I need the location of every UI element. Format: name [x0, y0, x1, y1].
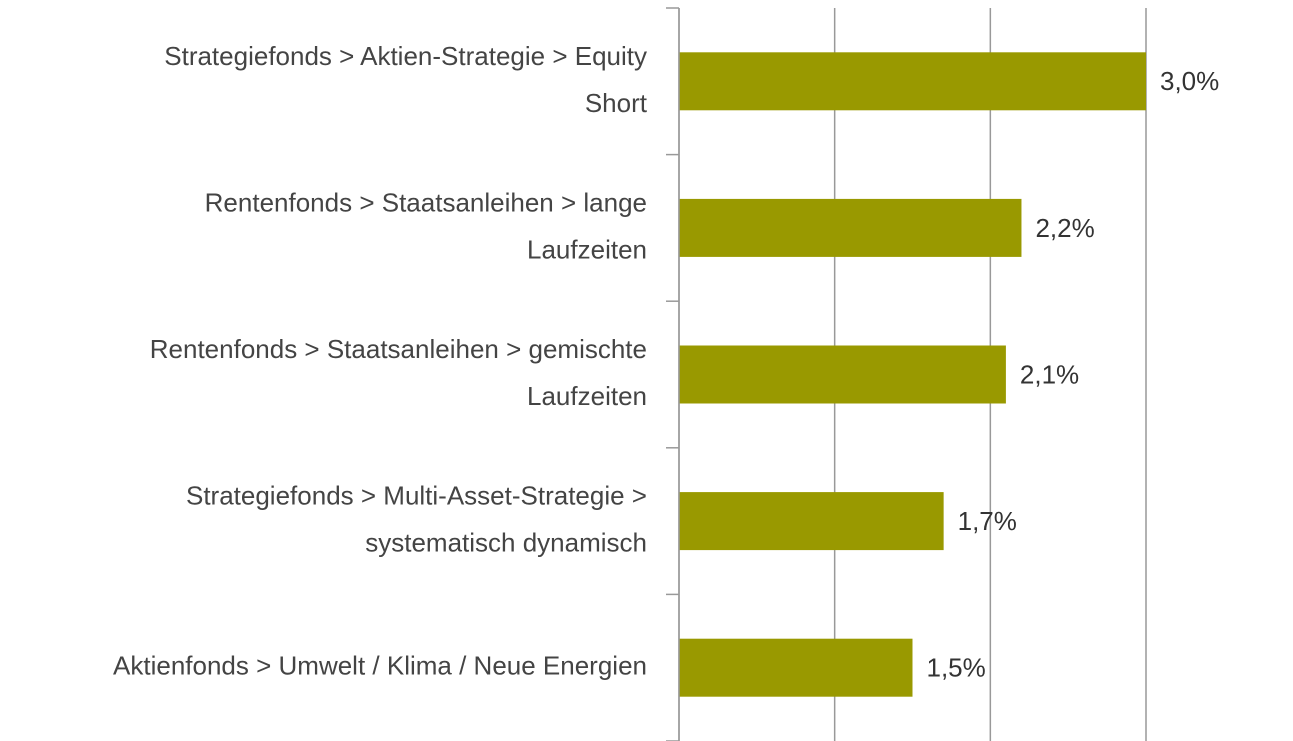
- category-label: Strategiefonds > Aktien-Strategie > Equi…: [164, 41, 648, 118]
- bar: [679, 345, 1006, 404]
- category-label: Aktienfonds > Umwelt / Klima / Neue Ener…: [113, 651, 647, 681]
- value-label: 1,5%: [927, 653, 986, 683]
- category-label-line: Strategiefonds > Multi-Asset-Strategie >: [186, 480, 647, 510]
- category-label: Rentenfonds > Staatsanleihen > gemischte…: [150, 334, 647, 411]
- category-label-line: Rentenfonds > Staatsanleihen > gemischte: [150, 334, 647, 364]
- category-label-line: Laufzeiten: [527, 381, 647, 411]
- category-label-line: systematisch dynamisch: [365, 527, 647, 557]
- bar: [679, 52, 1146, 111]
- category-label-line: Short: [585, 88, 648, 118]
- bar: [679, 638, 913, 697]
- value-label: 1,7%: [958, 506, 1017, 536]
- bar: [679, 198, 1022, 257]
- value-label: 2,1%: [1020, 359, 1079, 389]
- bar: [679, 492, 944, 551]
- value-label: 2,2%: [1035, 213, 1094, 243]
- category-label: Strategiefonds > Multi-Asset-Strategie >…: [186, 480, 647, 557]
- value-label: 3,0%: [1160, 66, 1219, 96]
- category-label-line: Laufzeiten: [527, 234, 647, 264]
- category-label-line: Strategiefonds > Aktien-Strategie > Equi…: [164, 41, 647, 71]
- category-label: Rentenfonds > Staatsanleihen > lange Lauf…: [205, 187, 647, 264]
- category-label-line: Rentenfonds > Staatsanleihen > lange: [205, 187, 647, 217]
- category-label-line: Aktienfonds > Umwelt / Klima / Neue Ener…: [113, 651, 647, 681]
